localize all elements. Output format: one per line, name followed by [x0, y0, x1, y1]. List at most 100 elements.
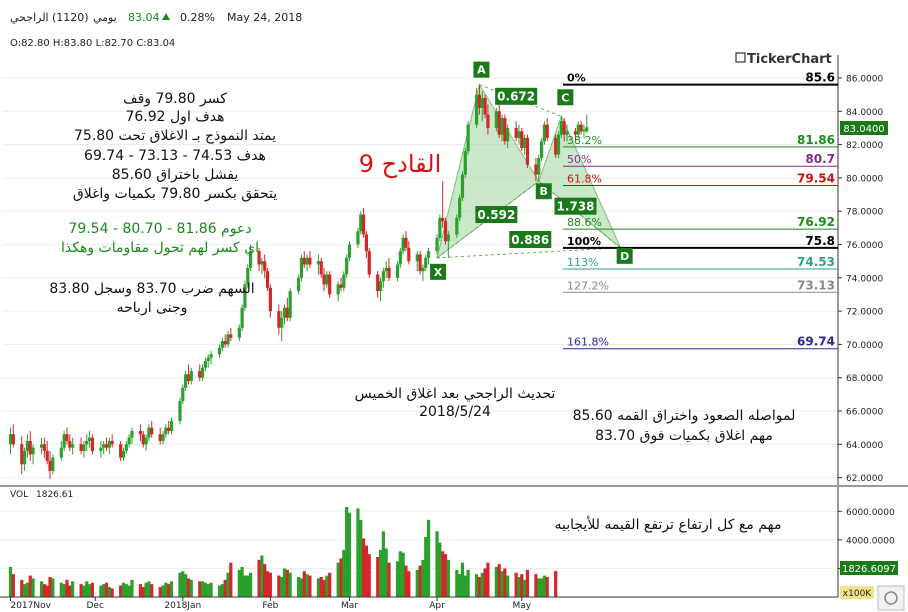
volume-bar — [339, 558, 343, 597]
volume-bar — [226, 572, 230, 597]
volume-bar — [455, 569, 459, 597]
candle-body — [138, 430, 143, 435]
volume-bar — [28, 575, 32, 597]
candle-body — [376, 274, 380, 292]
volume-bar — [475, 574, 479, 597]
candle-body — [523, 137, 527, 148]
volume-bar — [243, 575, 247, 597]
volume-bar — [325, 575, 329, 597]
candle-body — [28, 440, 32, 455]
volume-bar — [158, 587, 162, 597]
volume-bar — [102, 584, 106, 597]
candle-body — [322, 274, 326, 285]
analysis-line-2: هدف اول 76.92 — [125, 109, 224, 125]
volume-bar — [147, 581, 151, 597]
volume-bar — [517, 577, 521, 597]
analysis-line-3: يمتد النموذج بـ الاغلاق تحت 75.80 — [74, 128, 276, 144]
candle-body — [20, 444, 24, 465]
volume-bar — [11, 574, 15, 597]
price-tick-label: 74.0000 — [846, 274, 883, 284]
candle-body — [186, 374, 191, 382]
candle-body — [107, 440, 111, 448]
candle-body — [435, 237, 439, 252]
volume-bar — [446, 559, 450, 597]
candle-body — [421, 267, 425, 272]
candle-body — [381, 271, 385, 282]
volume-bar — [280, 577, 284, 597]
volume-bar — [87, 584, 92, 597]
candle-body — [525, 137, 530, 165]
analysis-line-6: يتحقق بكسر 79.80 بكميات واغلاق — [73, 186, 277, 202]
candle-body — [407, 247, 411, 262]
candle-body — [164, 427, 168, 435]
ratio-label: 0.672 — [497, 90, 535, 104]
candle-body — [362, 214, 366, 235]
volume-bar — [364, 545, 369, 597]
time-axis-ticks: 2017Nov Dec 2018Jan Feb Mar Apr May — [9, 597, 532, 611]
candle-body — [184, 374, 188, 388]
continuation-notes: لمواصله الصعود واختراق القمه 85.60 مهم ا… — [573, 408, 796, 444]
candle-body — [503, 117, 507, 142]
fib-value-label: 73.13 — [797, 278, 835, 292]
pattern-label-x-bg — [430, 263, 447, 280]
volume-bar — [164, 582, 168, 597]
candle-body — [127, 437, 131, 445]
ratio-label: 0.886 — [511, 233, 549, 247]
pattern-label-d-bg — [616, 247, 633, 264]
volume-bar — [523, 579, 527, 597]
volume-bar — [483, 568, 487, 597]
support-line-1: دعوم 81.86 - 80.70 - 79.54 — [68, 221, 251, 237]
candle-body — [475, 94, 479, 125]
volume-bar — [415, 569, 419, 597]
candle-body — [545, 124, 549, 138]
candle-body — [455, 217, 459, 235]
scroll-button[interactable] — [877, 585, 905, 611]
candle-body — [336, 284, 340, 295]
candlestick-series — [8, 84, 589, 480]
candle-body — [494, 111, 498, 128]
candle-body — [203, 361, 207, 368]
candle-body — [483, 97, 487, 115]
candle-body — [582, 129, 586, 132]
candle-body — [559, 121, 563, 135]
candle-body — [11, 434, 15, 445]
scroll-icon — [884, 591, 898, 605]
fib-value-label: 79.54 — [797, 172, 835, 186]
volume-bar — [141, 587, 145, 597]
candle-body — [285, 307, 289, 318]
candle-body — [359, 214, 363, 232]
candle-body — [506, 127, 510, 142]
scroll-widget[interactable] — [877, 585, 905, 611]
fib-value-label: 80.7 — [805, 152, 835, 166]
volume-bar — [107, 587, 111, 597]
volume-bar — [308, 575, 312, 597]
volume-bar — [25, 582, 30, 597]
volume-bar — [514, 572, 518, 597]
candle-body — [178, 401, 182, 421]
volume-bar — [48, 577, 52, 597]
header-change-pct: 0.28% — [180, 11, 215, 24]
tickerchart-logo: TickerChart — [735, 52, 832, 67]
price-tick-label: 82.0000 — [846, 141, 883, 151]
candle-body — [554, 137, 558, 155]
logo-icon — [735, 52, 746, 63]
fib-value-label: 75.8 — [805, 234, 835, 248]
volume-bar — [121, 582, 126, 597]
fib-pct-label: 50% — [567, 153, 591, 166]
candle-body — [537, 157, 541, 175]
volume-bar — [263, 564, 267, 597]
pattern-label-b: B — [540, 185, 548, 198]
candle-body — [62, 434, 66, 448]
pattern-label-a: A — [477, 64, 486, 77]
time-tick-label: Apr — [429, 601, 445, 611]
volume-bar — [545, 577, 549, 597]
fib-pct-label: 38.2% — [567, 134, 602, 147]
volume-bar — [209, 582, 213, 597]
ratio-label-bg — [554, 197, 597, 215]
candle-body — [486, 114, 490, 128]
pattern-label-c-bg — [557, 89, 574, 106]
continuation-line-2: مهم اغلاق بكميات فوق 83.70 — [595, 428, 773, 444]
candle-body — [99, 447, 103, 451]
volume-bar — [421, 559, 425, 597]
volume-bar — [480, 572, 484, 597]
